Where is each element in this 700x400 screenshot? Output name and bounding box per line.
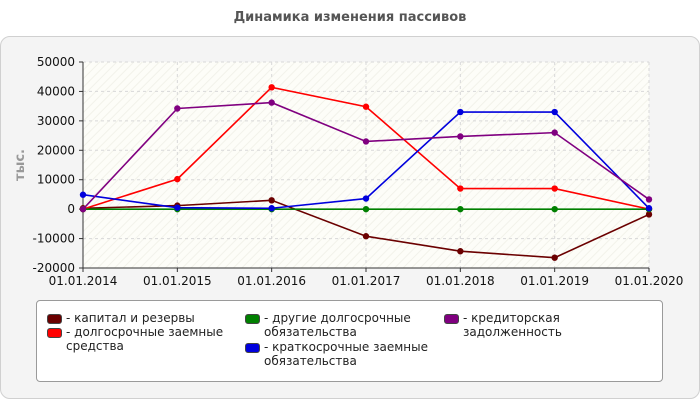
data-point-s3-2 <box>268 205 275 212</box>
data-point-s4-0 <box>79 205 87 213</box>
x-tick-label: 01.01.2014 <box>49 274 118 288</box>
y-tick-label: 10000 <box>37 173 75 187</box>
legend-swatch-long-term-loans <box>47 328 62 338</box>
x-tick-label: 01.01.2015 <box>143 274 212 288</box>
legend-label-other-long-term: - другие долгосрочные обязательства <box>264 311 411 339</box>
data-point-s0-4 <box>457 248 464 255</box>
data-point-s0-3 <box>362 233 370 240</box>
data-point-s2-3 <box>362 205 370 213</box>
data-point-s0-6 <box>645 211 653 218</box>
data-point-s3-5 <box>551 108 558 116</box>
data-point-s3-4 <box>457 108 464 116</box>
data-point-s1-3 <box>362 103 370 110</box>
data-point-s1-5 <box>551 185 558 192</box>
legend-swatch-short-term-loans <box>245 343 260 353</box>
data-point-s0-5 <box>551 254 558 261</box>
legend-item-capital: - капитал и резервы <box>47 311 195 325</box>
x-tick-label: 01.01.2019 <box>520 274 589 288</box>
legend-item-long-term-loans: - долгосрочные заемные средства <box>47 325 223 353</box>
data-point-s3-6 <box>645 205 653 212</box>
data-point-s4-3 <box>362 138 370 145</box>
chart-title: Динамика изменения пассивов <box>233 10 467 25</box>
data-point-s0-2 <box>268 197 275 204</box>
legend: - капитал и резервы - долгосрочные заемн… <box>36 300 663 382</box>
x-tick-label: 01.01.2020 <box>615 274 684 288</box>
legend-swatch-other-long-term <box>245 314 260 324</box>
legend-swatch-capital <box>47 314 62 324</box>
legend-item-other-long-term: - другие долгосрочные обязательства <box>245 311 411 339</box>
y-tick-label: -20000 <box>32 261 75 275</box>
legend-label-capital: - капитал и резервы <box>66 311 195 325</box>
data-point-s4-1 <box>174 105 181 112</box>
legend-label-short-term-loans: - краткосрочные заемные обязательства <box>264 340 428 368</box>
data-point-s4-4 <box>457 133 464 140</box>
x-tick-label: 01.01.2016 <box>237 274 306 288</box>
legend-item-payables: - кредиторская задолженность <box>444 311 662 339</box>
data-point-s2-4 <box>457 205 464 213</box>
data-point-s4-5 <box>551 129 558 136</box>
y-tick-label: -10000 <box>32 232 75 246</box>
data-point-s3-1 <box>174 204 181 211</box>
legend-swatch-payables <box>444 314 459 324</box>
y-tick-label: 30000 <box>37 114 75 128</box>
y-tick-label: 50000 <box>37 55 75 69</box>
legend-label-long-term-loans: - долгосрочные заемные средства <box>66 325 224 353</box>
data-point-s1-1 <box>174 175 181 183</box>
data-point-s3-3 <box>362 195 370 202</box>
y-axis-label: тыс. <box>13 149 28 181</box>
data-point-s1-2 <box>268 84 275 91</box>
data-point-s4-6 <box>645 196 653 203</box>
y-tick-label: 0 <box>67 202 75 216</box>
y-tick-label: 20000 <box>37 143 75 157</box>
data-point-s1-4 <box>457 185 464 192</box>
y-tick-label: 40000 <box>37 84 75 98</box>
legend-item-short-term-loans: - краткосрочные заемные обязательства <box>245 340 428 368</box>
data-point-s2-5 <box>551 205 558 213</box>
x-tick-label: 01.01.2018 <box>426 274 495 288</box>
data-point-s3-0 <box>79 191 87 198</box>
data-point-s4-2 <box>268 99 275 106</box>
x-tick-label: 01.01.2017 <box>332 274 401 288</box>
legend-label-payables: - кредиторская задолженность <box>463 311 562 339</box>
